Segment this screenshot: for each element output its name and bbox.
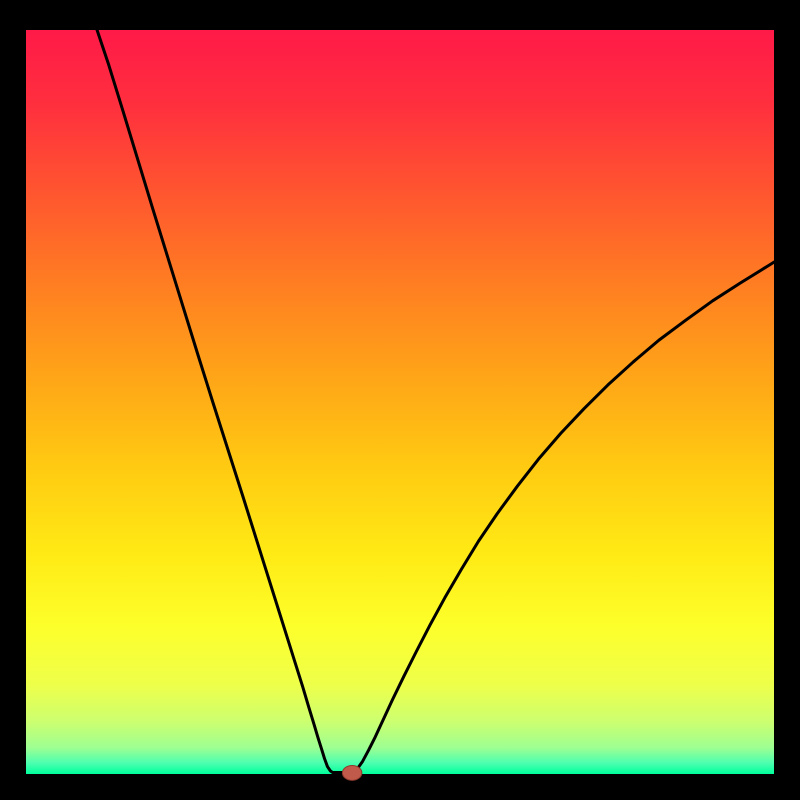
bottleneck-chart (0, 0, 800, 800)
chart-container: TheBottlenecker.com (0, 0, 800, 800)
